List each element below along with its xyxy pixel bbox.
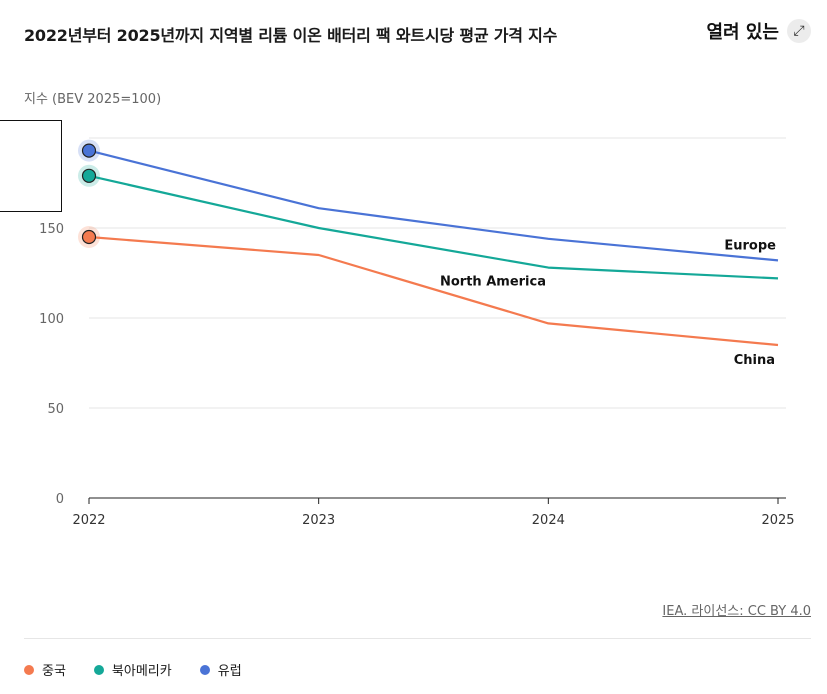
x-tick-label: 2023 [302, 513, 335, 528]
open-button-label: 열려 있는 [706, 22, 779, 43]
series-label: North America [440, 275, 546, 290]
line-chart: 0 50 100 150 2022 2023 2024 2025 China North Amer… [39, 137, 795, 528]
x-tick-label: 2025 [761, 513, 794, 528]
legend-label: 북아메리카 [111, 664, 172, 679]
series-label: Europe [724, 238, 776, 253]
y-tick-label: 50 [47, 402, 64, 417]
expand-arrows-icon: ⤢ [787, 19, 811, 43]
legend-item-europe[interactable]: 유럽 [199, 660, 242, 679]
legend-label: 중국 [42, 664, 66, 679]
y-tick-label: 150 [39, 222, 64, 237]
y-tick-label: 100 [39, 312, 64, 327]
x-tick-label: 2022 [72, 513, 105, 528]
source-link[interactable]: IEA. 라이선스: CC BY 4.0 [662, 604, 811, 619]
legend-dot-icon [93, 664, 104, 675]
legend: 중국 북아메리카 유럽 [24, 660, 242, 679]
open-button[interactable]: 열려 있는 ⤢ [706, 18, 811, 44]
data-point [81, 229, 97, 245]
series-line-north-america [88, 174, 779, 280]
legend-label: 유럽 [217, 664, 242, 679]
y-tick-label: 0 [56, 492, 64, 507]
series-label: China [734, 353, 775, 368]
legend-item-china[interactable]: 중국 [24, 660, 66, 679]
legend-item-north-america[interactable]: 북아메리카 [93, 660, 172, 679]
y-axis-label: 지수 (BEV 2025=100) [24, 92, 162, 107]
legend-divider [24, 638, 811, 639]
series-line-europe [88, 149, 779, 262]
legend-dot-icon [199, 664, 210, 675]
x-tick-label: 2024 [532, 513, 565, 528]
series-line-china [88, 235, 779, 347]
legend-dot-icon [24, 664, 34, 675]
data-point [81, 143, 97, 158]
data-point [81, 168, 97, 183]
tooltip-box [0, 120, 62, 212]
chart-title: 2022년부터 2025년까지 지역별 리튬 이온 배터리 팩 와트시당 평균 … [24, 26, 558, 45]
